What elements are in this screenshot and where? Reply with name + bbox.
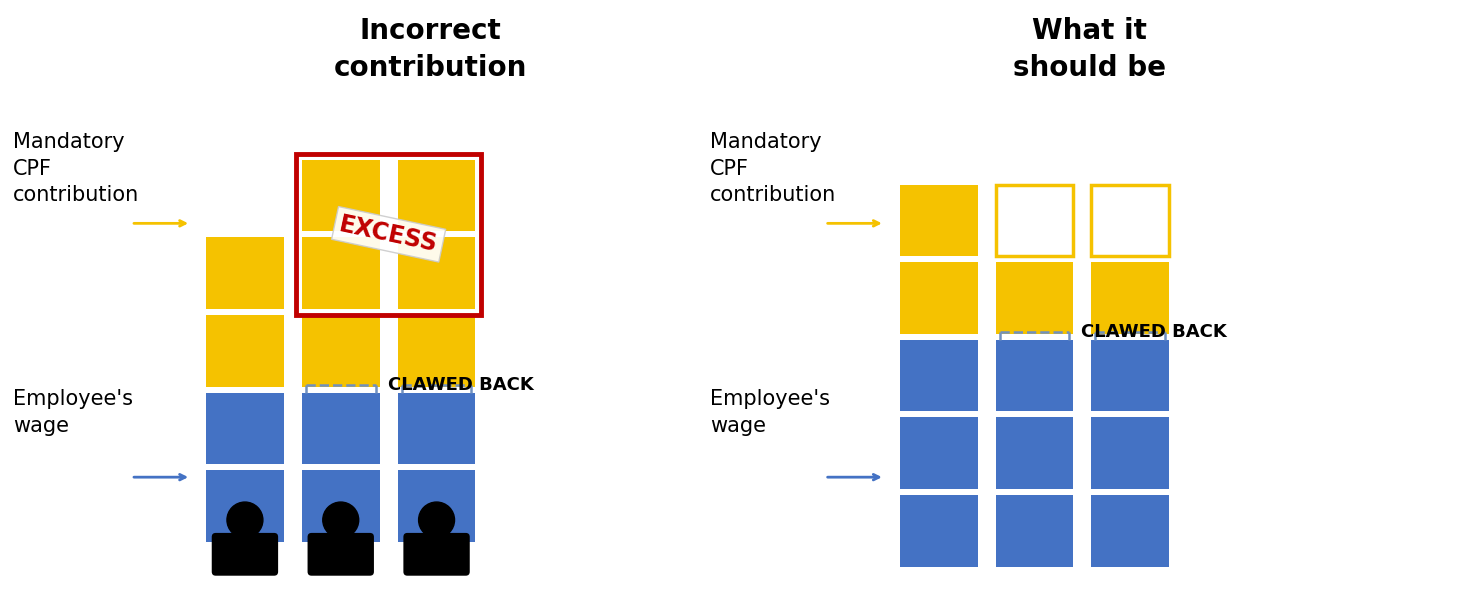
Bar bbox=[206, 237, 284, 309]
Bar bbox=[397, 237, 475, 309]
Text: CLAWED BACK: CLAWED BACK bbox=[388, 376, 534, 393]
Bar bbox=[397, 160, 475, 231]
Bar bbox=[302, 470, 380, 542]
Bar bbox=[302, 392, 380, 464]
Text: Employee's
wage: Employee's wage bbox=[710, 389, 830, 436]
Bar bbox=[206, 315, 284, 386]
Bar bbox=[296, 154, 481, 315]
Bar bbox=[1091, 185, 1169, 256]
Bar bbox=[996, 262, 1074, 334]
Bar bbox=[900, 340, 978, 411]
Bar bbox=[900, 185, 978, 256]
Bar bbox=[1091, 262, 1169, 334]
Text: Mandatory
CPF
contribution: Mandatory CPF contribution bbox=[710, 132, 837, 205]
Circle shape bbox=[227, 502, 263, 538]
Bar bbox=[900, 495, 978, 567]
Bar bbox=[206, 392, 284, 464]
Bar bbox=[1091, 495, 1169, 567]
FancyBboxPatch shape bbox=[307, 533, 374, 576]
Circle shape bbox=[419, 502, 455, 538]
Bar bbox=[397, 470, 475, 542]
Text: Mandatory
CPF
contribution: Mandatory CPF contribution bbox=[13, 132, 140, 205]
Bar bbox=[1091, 340, 1169, 411]
Bar bbox=[900, 417, 978, 489]
Circle shape bbox=[322, 502, 359, 538]
Bar bbox=[302, 237, 380, 309]
Bar bbox=[206, 470, 284, 542]
Bar bbox=[1091, 417, 1169, 489]
FancyBboxPatch shape bbox=[212, 533, 278, 576]
Bar bbox=[996, 495, 1074, 567]
Bar bbox=[996, 185, 1074, 256]
FancyBboxPatch shape bbox=[403, 533, 469, 576]
Text: Incorrect
contribution: Incorrect contribution bbox=[334, 17, 527, 82]
Text: Employee's
wage: Employee's wage bbox=[13, 389, 134, 436]
Bar bbox=[302, 160, 380, 231]
Text: EXCESS: EXCESS bbox=[337, 212, 440, 257]
Bar bbox=[996, 340, 1074, 411]
Text: CLAWED BACK: CLAWED BACK bbox=[1081, 323, 1227, 341]
Bar bbox=[302, 315, 380, 386]
Bar bbox=[397, 315, 475, 386]
Bar bbox=[900, 262, 978, 334]
Text: What it
should be: What it should be bbox=[1014, 17, 1167, 82]
Bar bbox=[996, 417, 1074, 489]
Bar bbox=[397, 392, 475, 464]
